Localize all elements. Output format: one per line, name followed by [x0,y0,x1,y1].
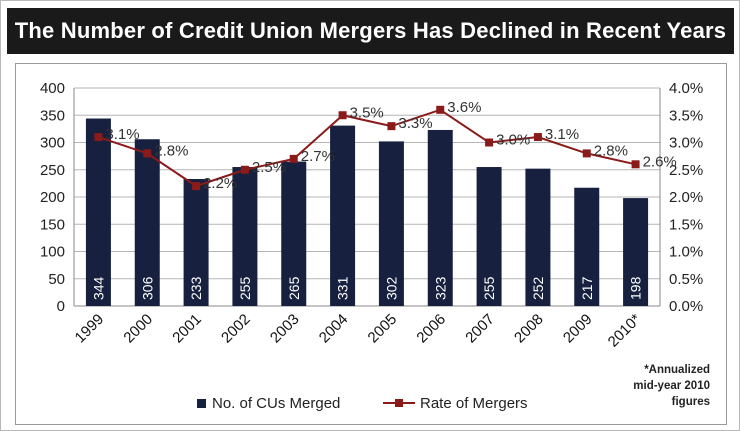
rate-marker [240,165,249,174]
x-tick-label: 1999 [72,311,108,347]
rate-marker [485,138,494,147]
rate-value-label: 3.3% [398,115,432,132]
chart-title: The Number of Credit Union Mergers Has D… [7,8,734,54]
bar [183,179,209,306]
bar [427,129,453,306]
rate-marker [289,154,298,163]
y-left-tick-label: 200 [40,189,65,206]
bar [134,139,160,306]
y-right-tick-label: 1.0% [669,244,703,261]
rate-marker [582,149,591,158]
bar [525,168,551,306]
bar [330,125,356,306]
footnote-line: figures [672,396,710,408]
rate-value-label: 3.6% [447,99,481,116]
x-tick-label: 2002 [218,311,254,347]
y-left-tick-label: 350 [40,107,65,124]
rate-value-label: 3.0% [496,132,530,149]
rate-value-label: 2.8% [594,142,628,159]
footnote-line: *Annualized [644,364,710,376]
y-left-tick-label: 100 [40,244,65,261]
x-tick-label: 2005 [365,311,401,347]
x-tick-label: 2010* [605,311,645,351]
y-left-tick-label: 300 [40,135,65,152]
bar-value-label: 331 [335,276,351,300]
bar-value-label: 306 [139,276,155,300]
rate-value-label: 2.5% [252,159,286,176]
x-tick-label: 2000 [120,311,156,347]
y-right-tick-label: 0.5% [669,271,703,288]
bar-value-label: 233 [188,276,204,300]
y-left-tick-label: 50 [48,271,65,288]
y-left-tick-label: 250 [40,162,65,179]
x-tick-label: 2008 [511,311,547,347]
chart-svg: 0 0.0% 50 0.5% 100 1.0% 150 1.5% 200 2.0% 250 2.5% 3… [40,80,710,412]
x-tick-label: 2001 [169,311,205,347]
rate-marker [533,133,542,142]
rate-marker [143,149,152,158]
bar [476,167,502,306]
bar-value-label: 255 [237,276,253,300]
rate-marker [338,111,347,120]
rate-value-label: 2.6% [643,153,677,170]
x-tick-label: 2004 [316,311,352,347]
x-tick-label: 2006 [413,311,449,347]
y-left-tick-label: 0 [57,298,65,315]
x-tick-label: 2009 [560,311,596,347]
y-right-tick-label: 1.5% [669,216,703,233]
y-left-tick-label: 400 [40,80,65,97]
bar [378,141,404,306]
legend-label-bars: No. of CUs Merged [212,395,340,412]
chart-area: 0 0.0% 50 0.5% 100 1.0% 150 1.5% 200 2.0% 250 2.5% 3… [15,63,727,425]
bar-value-label: 344 [90,276,106,300]
legend-swatch-marker [395,399,403,407]
rate-value-label: 3.5% [350,104,384,121]
rate-value-label: 2.7% [301,148,335,165]
rate-marker [192,182,201,191]
rate-marker [94,133,103,142]
rate-line [98,108,636,188]
bar [623,198,649,306]
bar [232,167,258,306]
rate-value-label: 3.1% [105,126,139,143]
bar-value-label: 198 [628,276,644,300]
x-tick-label: 2003 [267,311,303,347]
rate-marker [436,105,445,114]
legend-swatch-bars [197,399,206,408]
rate-value-label: 2.8% [154,142,188,159]
bar [85,118,111,306]
y-right-tick-label: 4.0% [669,80,703,97]
x-tick-label: 2007 [462,311,498,347]
y-right-tick-label: 3.5% [669,107,703,124]
rate-value-label: 3.1% [545,126,579,143]
bar-value-label: 323 [432,276,448,300]
footnote-line: mid-year 2010 [633,380,710,392]
legend-label-line: Rate of Mergers [420,395,528,412]
y-right-tick-label: 2.0% [669,189,703,206]
rate-value-label: 2.2% [203,175,237,192]
bar-value-label: 255 [481,276,497,300]
bar-value-label: 252 [530,276,546,300]
rate-marker [631,160,640,169]
bar-value-label: 302 [383,276,399,300]
y-right-tick-label: 3.0% [669,135,703,152]
y-right-tick-label: 2.5% [669,162,703,179]
bar [281,161,307,306]
y-left-tick-label: 150 [40,216,65,233]
bar [574,187,600,306]
bar-value-label: 265 [286,276,302,300]
y-right-tick-label: 0.0% [669,298,703,315]
bar-value-label: 217 [579,276,595,300]
rate-marker [387,122,396,131]
